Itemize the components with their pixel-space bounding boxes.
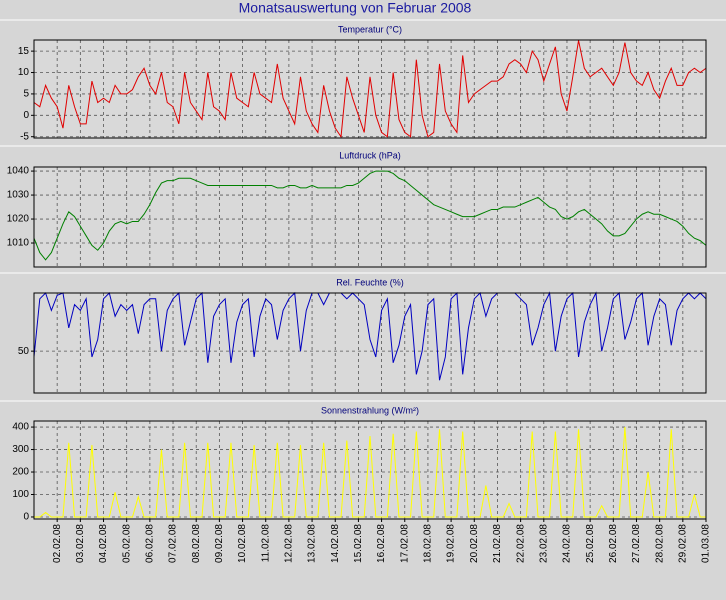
y-tick-label: 1010 (7, 238, 30, 249)
x-tick-label: 08.02.08 (191, 524, 202, 563)
x-tick-label: 02.02.08 (52, 524, 63, 563)
plot-frame (33, 39, 707, 139)
y-tick-label: 0 (23, 512, 29, 523)
x-tick-label: 24.02.08 (562, 524, 573, 563)
y-tick-label: 100 (12, 489, 29, 500)
panel-title: Rel. Feuchte (%) (336, 277, 404, 287)
x-tick-label: 27.02.08 (631, 524, 642, 563)
x-tick-label: 07.02.08 (168, 524, 179, 563)
y-tick-label: 300 (12, 444, 29, 455)
panel-title: Sonnenstrahlung (W/m²) (321, 405, 419, 415)
y-tick-label: 1040 (7, 166, 30, 177)
x-tick-label: 18.02.08 (423, 524, 434, 563)
y-tick-label: 1020 (7, 214, 30, 225)
x-tick-label: 19.02.08 (446, 524, 457, 563)
x-tick-label: 29.02.08 (677, 524, 688, 563)
x-tick-label: 15.02.08 (353, 524, 364, 563)
plot-area (34, 40, 706, 138)
x-tick-label: 12.02.08 (284, 524, 295, 563)
panel-title: Temperatur (°C) (338, 24, 402, 34)
x-tick-label: 06.02.08 (145, 524, 156, 563)
data-line (33, 170, 707, 261)
y-tick-label: 0 (23, 110, 29, 121)
y-tick-label: 200 (12, 467, 29, 478)
x-tick-label: 05.02.08 (121, 524, 132, 563)
x-tick-label: 20.02.08 (469, 524, 480, 563)
x-tick-label: 13.02.08 (307, 524, 318, 563)
y-tick-label: -5 (20, 131, 29, 142)
plot-frame (33, 292, 707, 394)
y-tick-label: 15 (18, 46, 30, 57)
x-tick-label: 26.02.08 (608, 524, 619, 563)
plot-area (34, 293, 706, 393)
x-tick-label: 16.02.08 (376, 524, 387, 563)
x-tick-label: 23.02.08 (538, 524, 549, 563)
x-tick-label: 25.02.08 (585, 524, 596, 563)
y-tick-label: 5 (23, 89, 29, 100)
x-tick-label: 14.02.08 (330, 524, 341, 563)
y-tick-label: 1030 (7, 190, 30, 201)
panel-title: Luftdruck (hPa) (339, 150, 401, 160)
x-tick-label: 01.03.08 (701, 524, 712, 563)
x-tick-label: 09.02.08 (214, 524, 225, 563)
page-title: Monatsauswertung von Februar 2008 (239, 0, 472, 16)
x-tick-label: 04.02.08 (98, 524, 109, 563)
plot-frame (33, 420, 707, 520)
data-line (34, 427, 706, 518)
x-tick-label: 11.02.08 (260, 524, 271, 563)
y-tick-label: 400 (12, 422, 29, 433)
x-tick-label: 10.02.08 (237, 524, 248, 563)
y-tick-label: 10 (18, 67, 30, 78)
plot-area (34, 421, 706, 519)
data-line (33, 40, 707, 139)
x-tick-label: 03.02.08 (75, 524, 86, 563)
y-tick-label: 50 (18, 346, 30, 357)
x-tick-label: 22.02.08 (515, 524, 526, 563)
x-tick-label: 21.02.08 (492, 524, 503, 563)
data-line (33, 291, 707, 381)
plot-area (34, 167, 706, 267)
x-tick-label: 17.02.08 (399, 524, 410, 563)
plot-frame (33, 166, 707, 268)
x-tick-label: 28.02.08 (654, 524, 665, 563)
